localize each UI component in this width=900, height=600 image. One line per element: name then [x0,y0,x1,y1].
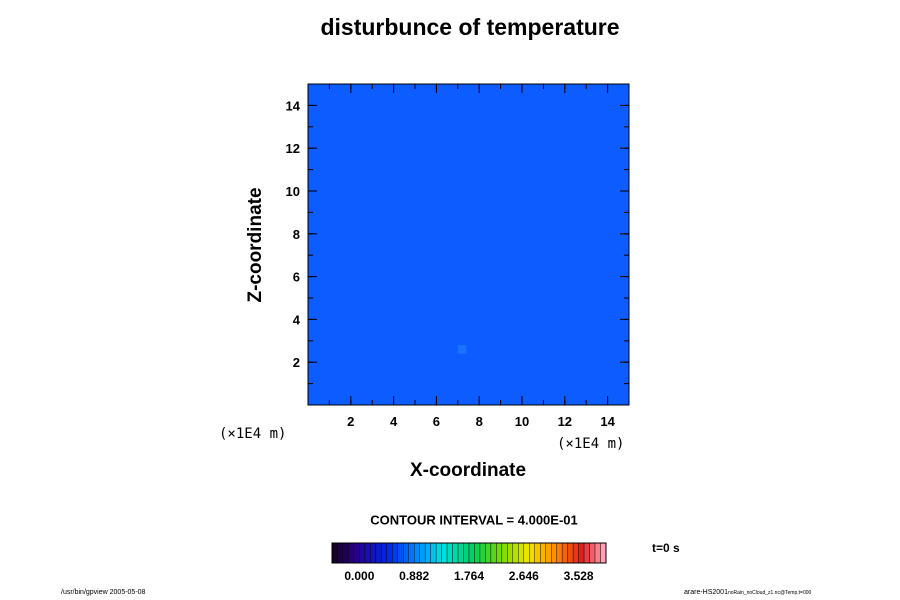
x-tick-label: 6 [433,414,440,429]
x-tick-label: 2 [347,414,354,429]
colorbar-swatch [479,542,486,564]
colorbar-swatch [430,542,437,564]
plot-frame [307,83,630,406]
colorbar-swatch [589,542,596,564]
y-tick-label: 10 [286,184,300,199]
footer-command: /usr/bin/gpview 2005-05-08 [61,589,146,596]
colorbar-swatch [397,542,404,564]
x-tick-label: 12 [558,414,572,429]
y-tick-label: 4 [293,312,301,327]
colorbar-tick-label: 0.000 [344,569,374,583]
x-tick-label: 4 [390,414,398,429]
colorbar-swatch [403,542,409,564]
colorbar-frame [331,542,607,564]
colorbar-swatch [567,542,574,564]
colorbar-swatch [392,542,398,564]
x-tick-label: 10 [515,414,529,429]
colorbar-swatch [496,542,503,564]
colorbar-swatch [435,542,442,564]
x-axis-label: X-coordinate [409,460,527,481]
colorbar-swatch [457,542,464,564]
y-tick-label: 14 [286,98,301,113]
time-label: t=0 s [652,541,680,555]
colorbar-swatch [419,542,426,564]
colorbar-swatch [359,542,366,564]
colorbar-swatch [414,542,420,564]
colorbar-swatch [452,542,459,564]
chart-title: disturbunce of temperature [320,14,620,40]
colorbar-swatch [518,542,525,564]
colorbar-swatch [556,542,563,564]
y-axis-unit: (×1E4 m) [219,426,287,442]
y-tick-label: 12 [286,141,300,156]
colorbar-swatch [572,542,579,564]
plot-area: 2 4 6 8 10 12 14 2 4 6 8 10 12 14 [286,83,630,429]
colorbar-tick-label: 0.882 [399,569,429,583]
colorbar-swatch [583,542,590,564]
field-background [308,84,629,405]
colorbar-swatch [408,542,415,564]
colorbar-tick-label: 1.764 [454,569,484,583]
colorbar-swatch [512,542,519,564]
footer-source-main: arare-HS2001 [684,589,728,596]
colorbar-tick-label: 2.646 [509,569,539,583]
colorbar-swatch [485,542,492,564]
x-axis-unit: (×1E4 m) [557,436,625,452]
colorbar-swatch [386,542,393,564]
footer-source-sub: noRain_noCloud_z1.nc@Temp,t=000 [727,590,812,596]
colorbar-tick-label: 3.528 [564,569,594,583]
colorbar-swatch [490,542,497,564]
colorbar-swatch [337,542,344,564]
colorbar-swatch [342,542,349,564]
colorbar-swatch [364,542,371,564]
y-tick-label: 2 [293,355,300,370]
y-tick-label: 8 [293,227,300,242]
colorbar-swatch [370,542,377,564]
colorbar-swatch [540,542,546,564]
colorbar-swatch [534,542,541,564]
colorbar-swatch [441,542,448,564]
colorbar-swatch [523,542,530,564]
colorbar-swatch [594,542,601,564]
colorbar-swatch [446,542,453,564]
y-tick-label: 6 [293,270,300,285]
colorbar-swatch [561,542,568,564]
colorbar-swatch [474,542,481,564]
colorbar-swatch [381,542,388,564]
colorbar-swatch [545,542,552,564]
contour-interval-label: CONTOUR INTERVAL = 4.000E-01 [370,512,578,528]
colorbar-swatch [578,542,585,564]
colorbar-swatch [501,542,508,564]
colorbar-swatch [331,542,338,564]
colorbar-swatch [600,542,607,564]
x-tick-label: 8 [476,414,483,429]
colorbar-swatch [348,542,355,564]
x-tick-label: 14 [600,414,615,429]
colorbar-swatch [424,542,431,564]
colorbar-swatch [463,542,470,564]
colorbar-swatch [375,542,382,564]
colorbar-swatch [468,542,475,564]
footer-source: arare-HS2001noRain_noCloud_z1.nc@Temp,t=… [684,589,811,596]
colorbar-swatch [353,542,360,564]
colorbar-swatch [529,542,535,564]
colorbar-swatch [551,542,557,564]
colorbar-swatch [507,542,514,564]
colorbar: 0.000 0.882 1.764 2.646 3.528 [331,542,607,583]
temperature-anomaly-cell [457,345,467,354]
